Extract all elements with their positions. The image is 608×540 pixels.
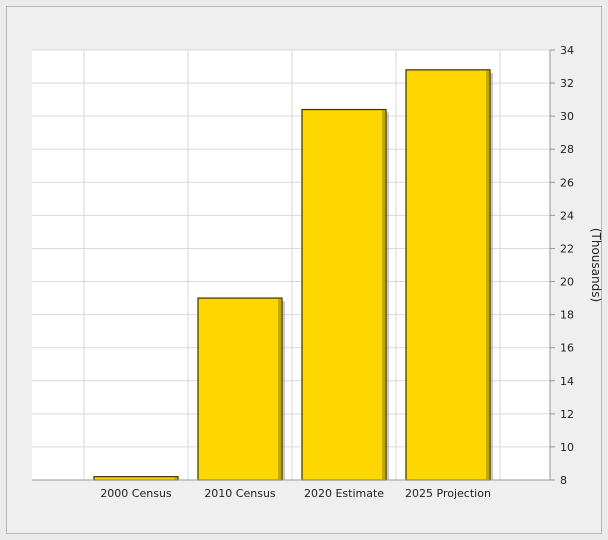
x-tick-label: 2025 Projection — [405, 487, 491, 500]
bar-edge-shade — [174, 477, 177, 480]
bar — [405, 69, 491, 481]
y-tick-label: 20 — [560, 276, 574, 289]
bars-group — [93, 69, 493, 481]
y-tick-label: 30 — [560, 110, 574, 123]
bar-edge-shade — [278, 299, 281, 480]
y-axis-ticks: 8 10 12 14 16 18 20 22 24 26 28 30 32 34 — [550, 44, 574, 487]
x-tick-label: 2010 Census — [204, 487, 276, 500]
y-tick-label: 22 — [560, 242, 574, 255]
y-tick-label: 24 — [560, 209, 574, 222]
x-tick-label: 2020 Estimate — [304, 487, 384, 500]
y-tick-label: 8 — [560, 474, 567, 487]
bar — [197, 297, 283, 481]
y-tick-label: 16 — [560, 342, 574, 355]
y-tick-label: 28 — [560, 143, 574, 156]
y-tick-label: 34 — [560, 44, 574, 57]
x-axis-labels: 2000 Census 2010 Census 2020 Estimate 2025 … — [100, 487, 491, 500]
y-tick-label: 14 — [560, 375, 574, 388]
y-axis-label: (Thousands) — [589, 228, 603, 302]
y-tick-label: 32 — [560, 77, 574, 90]
y-tick-label: 12 — [560, 408, 574, 421]
x-tick-label: 2000 Census — [100, 487, 172, 500]
y-tick-label: 26 — [560, 176, 574, 189]
y-tick-label: 18 — [560, 309, 574, 322]
y-tick-label: 10 — [560, 441, 574, 454]
bar — [301, 108, 387, 481]
bar-edge-shade — [382, 110, 385, 481]
bar-edge-shade — [486, 70, 489, 480]
